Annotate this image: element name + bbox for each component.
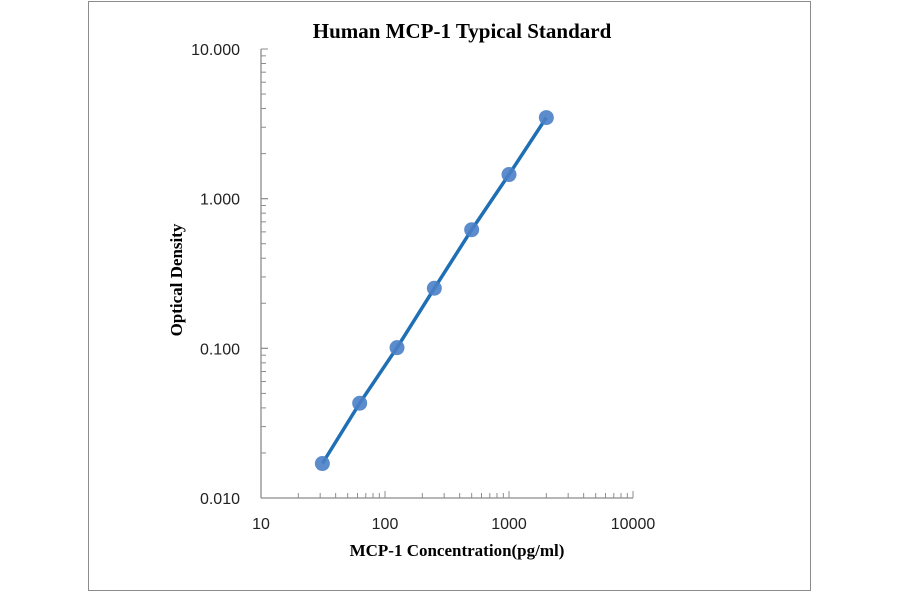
y-axis-label: Optical Density	[167, 223, 186, 336]
data-point	[464, 222, 480, 238]
y-tick-label: 1.000	[200, 192, 240, 209]
x-tick-label: 100	[372, 516, 399, 533]
data-point	[314, 456, 330, 472]
data-point	[389, 340, 405, 356]
x-axis-label: MCP-1 Concentration(pg/ml)	[350, 541, 565, 560]
y-tick-label: 0.100	[200, 341, 240, 358]
data-point	[352, 395, 368, 411]
chart-frame	[88, 1, 811, 591]
data-point	[538, 110, 554, 126]
data-point	[426, 280, 442, 296]
chart-title: Human MCP-1 Typical Standard	[313, 19, 612, 43]
x-tick-label: 1000	[491, 516, 527, 533]
x-tick-label: 10	[252, 516, 270, 533]
y-tick-label: 0.010	[200, 491, 240, 508]
data-point	[501, 167, 517, 183]
y-tick-label: 10.000	[191, 42, 240, 59]
x-tick-label: 10000	[611, 516, 656, 533]
